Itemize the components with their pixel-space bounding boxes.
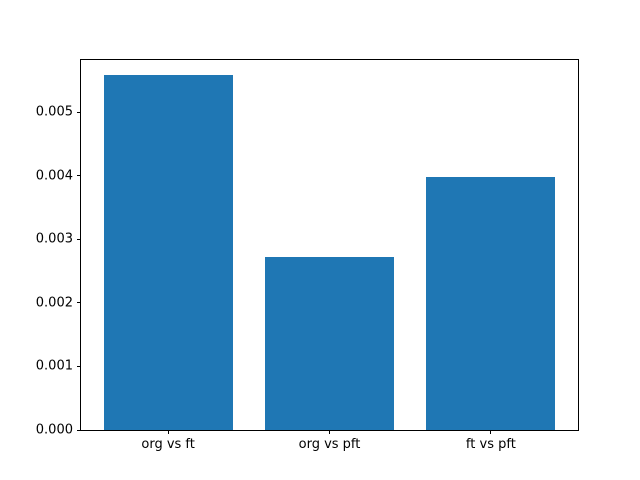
y-tick-label: 0.002 xyxy=(35,295,73,311)
y-tick-label: 0.001 xyxy=(35,358,73,374)
y-tick-mark xyxy=(77,111,81,113)
plot-area: 0.000 0.001 0.002 0.003 0.004 0.005 org vs ft o… xyxy=(36,59,579,451)
bar-org-vs-pft xyxy=(264,257,395,430)
x-tick-label-org-vs-ft: org vs ft xyxy=(141,437,195,452)
x-tick-label-org-vs-pft: org vs pft xyxy=(298,437,361,452)
y-tick-label: 0.005 xyxy=(35,104,73,120)
x-tick-mark xyxy=(490,430,492,434)
y-tick-label: 0.003 xyxy=(35,231,73,247)
y-tick-mark xyxy=(77,238,81,240)
x-tick-label-ft-vs-pft: ft vs pft xyxy=(465,437,516,452)
x-tick-mark xyxy=(329,430,330,434)
bar-ft-vs-pft xyxy=(426,176,556,430)
bar-org-vs-ft xyxy=(103,74,233,430)
y-tick-label: 0.004 xyxy=(35,168,73,184)
y-tick-label: 0.000 xyxy=(35,422,73,438)
y-tick-mark xyxy=(77,429,81,431)
y-tick-mark xyxy=(77,302,81,304)
x-tick-mark xyxy=(167,430,169,434)
y-tick-mark xyxy=(77,365,81,367)
y-tick-mark xyxy=(77,175,81,177)
